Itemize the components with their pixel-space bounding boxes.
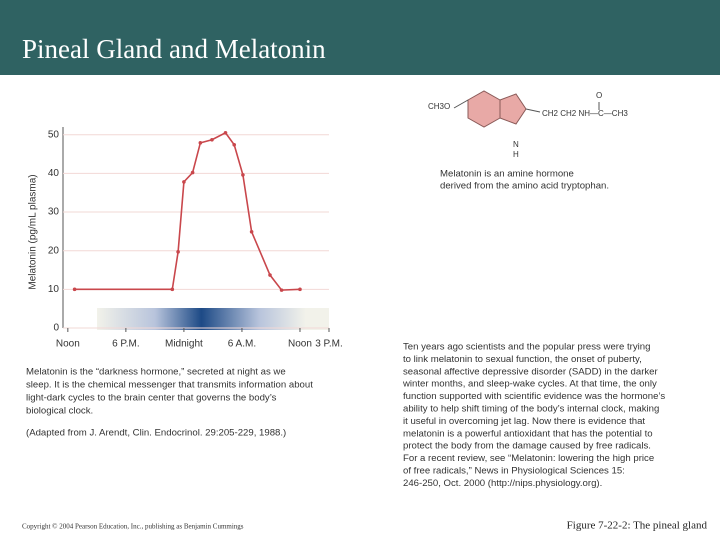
- paragraph-line: winter months, and sleep-wake cycles. At…: [402, 379, 657, 390]
- y-axis-label: Melatonin (pg/mL plasma): [28, 174, 39, 289]
- data-point: [298, 287, 302, 292]
- paragraph-line: melatonin is a powerful antioxidant that…: [403, 428, 653, 439]
- formula-text: N: [513, 140, 519, 149]
- molecule: CH3O CH2 CH2 NH—C—CH3 O N H: [428, 90, 628, 159]
- paragraph-line: protect the body from the damage caused …: [403, 441, 651, 452]
- y-tick-label: 50: [48, 129, 60, 140]
- data-point: [279, 288, 284, 292]
- x-tick-label: Noon: [288, 339, 312, 350]
- x-tick-label: 6 A.M.: [228, 339, 256, 350]
- data-point: [72, 287, 77, 292]
- slide-title: Pineal Gland and Melatonin: [22, 34, 326, 64]
- data-point: [198, 141, 203, 145]
- caption-line: light-dark cycles to the brain center th…: [26, 393, 277, 404]
- data-point: [170, 287, 175, 292]
- data-point: [176, 250, 180, 254]
- text-blocks: Melatonin is the “darkness hormone,” sec…: [26, 169, 665, 489]
- paragraph-line: For a recent review, see “Melatonin: low…: [403, 453, 654, 464]
- paragraph-line: it useful in overcoming jet lag. Now the…: [403, 416, 645, 427]
- y-tick-label: 40: [48, 168, 60, 179]
- molecule-caption-line: Melatonin is an amine hormone: [440, 169, 574, 180]
- bond: [453, 99, 469, 109]
- data-point: [241, 173, 245, 177]
- paragraph-line: function supported with scientific evide…: [403, 391, 665, 402]
- paragraph-line: 246-250, Oct. 2000 (http://nips.physiolo…: [403, 478, 602, 489]
- caption-line: Melatonin is the “darkness hormone,” sec…: [26, 367, 286, 378]
- formula-text: CH2 CH2 NH—C—CH3: [542, 109, 628, 118]
- paragraph-line: seasonal affective depressive disorder (…: [403, 366, 659, 377]
- caption-line: sleep. It is the chemical messenger that…: [26, 380, 313, 391]
- caption-line: (Adapted from J. Arendt, Clin. Endocrino…: [26, 428, 286, 439]
- x-tick-label: Noon: [56, 339, 80, 350]
- title-bar: [0, 0, 720, 75]
- paragraph-line: Ten years ago scientists and the popular…: [403, 342, 650, 353]
- x-tick-label: 3 P.M.: [315, 339, 343, 350]
- data-point: [249, 229, 254, 234]
- paragraph-line: ability to help shift timing of the body…: [403, 404, 659, 415]
- night-band: [97, 308, 329, 330]
- formula-text: O: [596, 91, 602, 100]
- data-point: [182, 180, 186, 184]
- x-tick-label: Midnight: [165, 339, 203, 350]
- data-point: [190, 170, 195, 175]
- data-point: [232, 142, 237, 147]
- y-tick-label: 20: [48, 245, 60, 256]
- y-tick-label: 30: [48, 207, 60, 218]
- paragraph-line: to link melatonin to sexual function, th…: [403, 354, 642, 365]
- molecule-caption-line: derived from the amino acid tryptophan.: [440, 181, 609, 192]
- x-tick-label: 6 P.M.: [112, 339, 140, 350]
- y-tick-label: 0: [53, 323, 59, 334]
- bond: [525, 108, 541, 113]
- caption-line: biological clock.: [26, 406, 93, 417]
- data-point: [210, 137, 214, 142]
- data-point: [223, 130, 228, 135]
- pyrrole-ring: [499, 93, 527, 125]
- y-tick-label: 10: [48, 284, 60, 295]
- paragraph-line: of free radicals,” News in Physiological…: [403, 466, 625, 477]
- figure-label: Figure 7-22-2: The pineal gland: [567, 520, 708, 532]
- data-point: [268, 273, 272, 277]
- data-line: [74, 131, 301, 291]
- formula-text: CH3O: [428, 102, 450, 111]
- formula-text: H: [513, 150, 519, 159]
- benzene-ring: [467, 90, 501, 128]
- copyright: Copyright © 2004 Pearson Education, Inc.…: [22, 523, 244, 531]
